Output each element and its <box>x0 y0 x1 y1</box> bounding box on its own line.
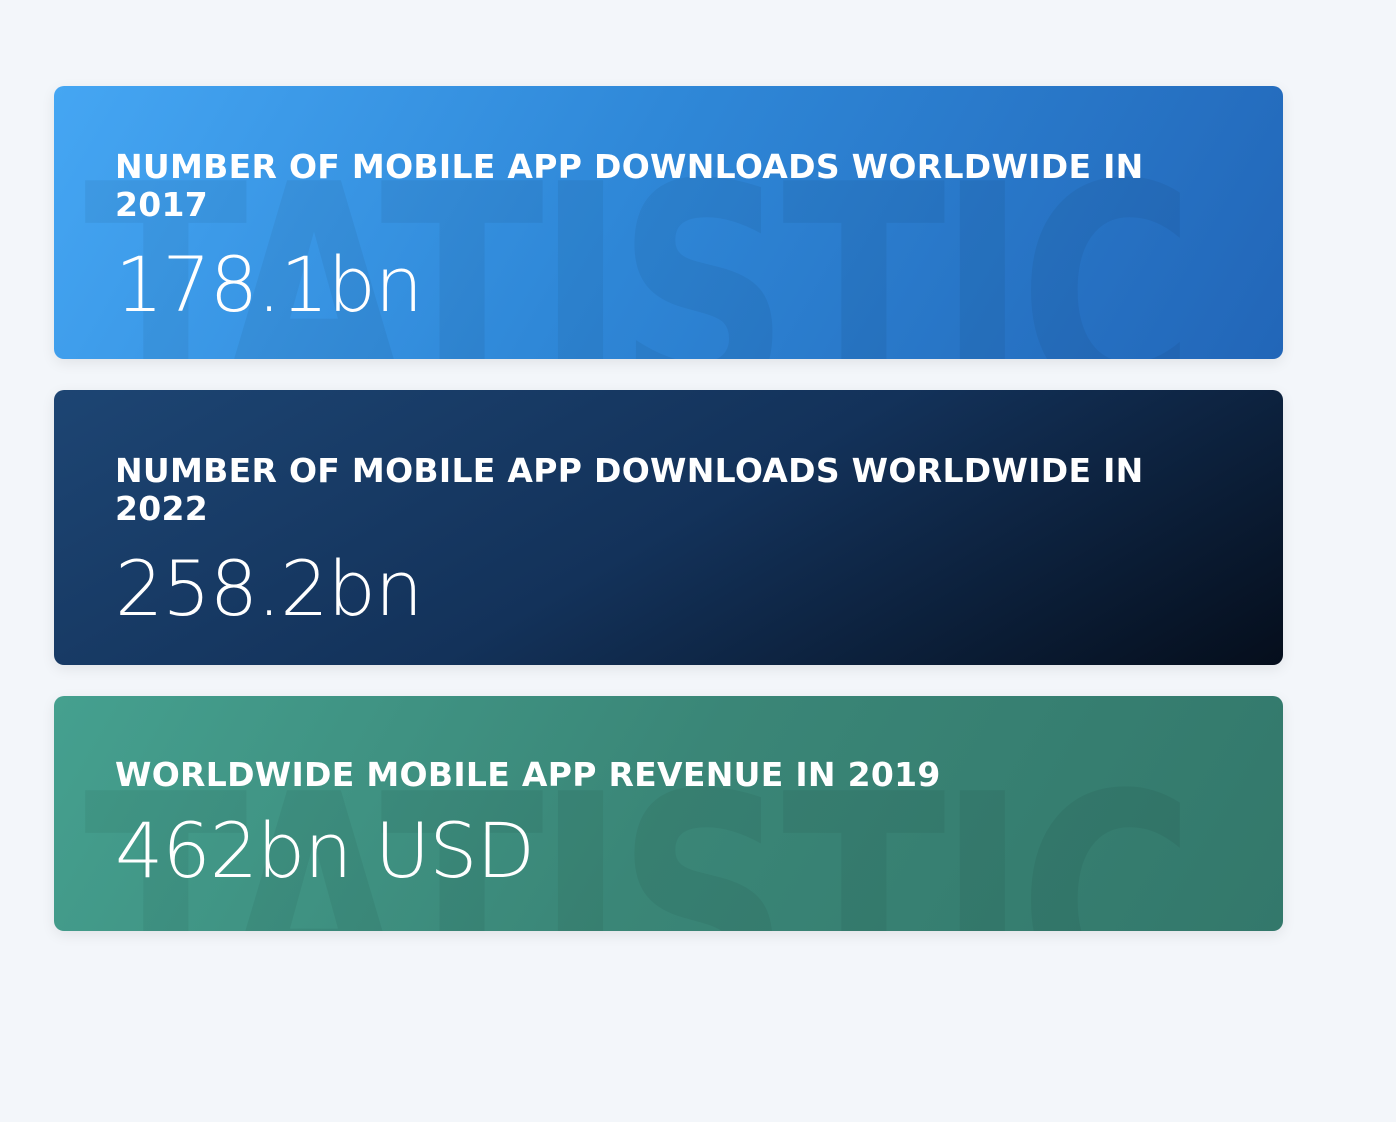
stat-value: 462bn USD <box>115 806 535 895</box>
stat-title: Number of mobile app downloads worldwide… <box>115 147 1144 224</box>
stat-card-revenue-2019: TATISTIC Worldwide mobile app revenue in… <box>54 696 1283 931</box>
stat-value: 258.2bn <box>115 544 423 633</box>
stat-card-downloads-2017: TATISTIC Number of mobile app downloads … <box>54 86 1283 359</box>
stat-title: Number of mobile app downloads worldwide… <box>115 451 1144 528</box>
stat-card-downloads-2022: Number of mobile app downloads worldwide… <box>54 390 1283 665</box>
stat-value: 178.1bn <box>115 240 423 329</box>
stat-title: Worldwide mobile app revenue in 2019 <box>115 755 941 794</box>
